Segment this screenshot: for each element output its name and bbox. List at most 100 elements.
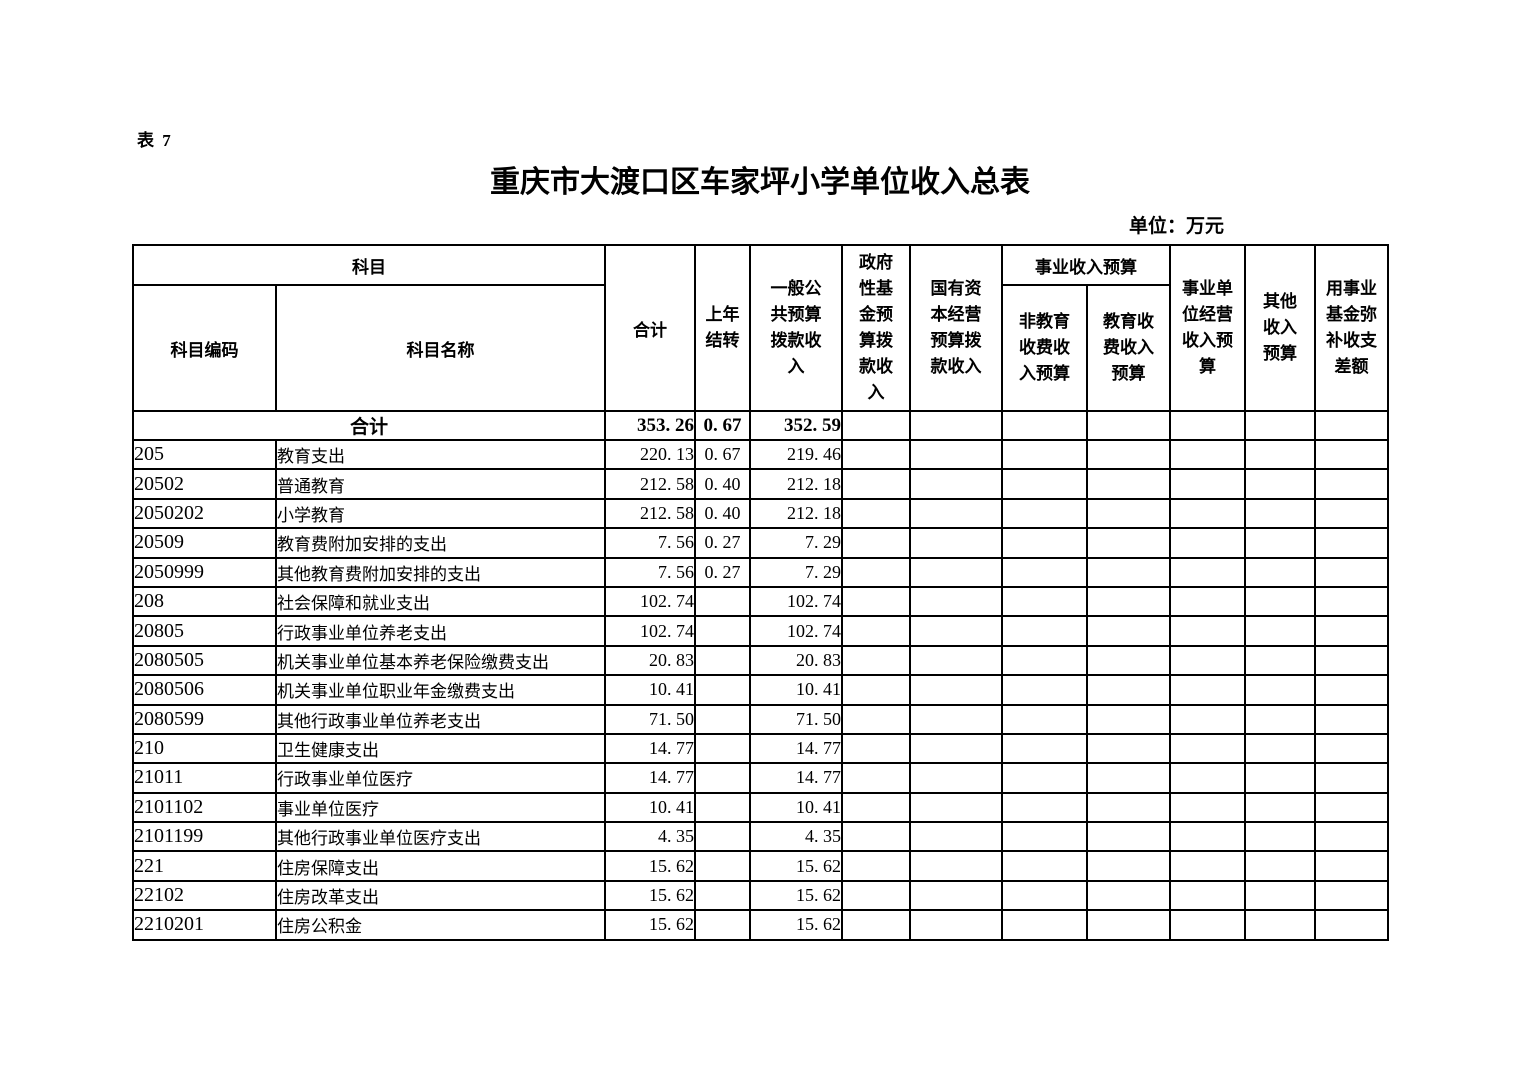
empty-cell [1086, 879, 1171, 912]
empty-cell [1169, 791, 1246, 824]
empty-cell [841, 674, 911, 706]
empty-cell [841, 703, 911, 735]
empty-cell [1001, 732, 1088, 765]
carryover-cell [694, 644, 751, 677]
empty-cell [1001, 497, 1088, 530]
subject-name-cell: 住房改革支出 [275, 879, 606, 912]
col-header-business-operating-income: 事业单位经营收入预算 [1169, 244, 1246, 412]
empty-cell [1086, 909, 1171, 941]
table-row: 2101199 其他行政事业单位医疗支出 4. 35 4. 35 [132, 821, 1389, 853]
general-budget-cell: 102. 74 [749, 585, 843, 618]
summary-row: 合计 353. 26 0. 67 352. 59 [132, 410, 1389, 441]
carryover-cell: 0. 40 [694, 497, 751, 530]
empty-cell [1086, 438, 1171, 471]
carryover-cell: 0. 67 [694, 438, 751, 471]
empty-cell [841, 732, 911, 765]
general-budget-cell: 20. 83 [749, 644, 843, 677]
empty-cell [909, 791, 1003, 824]
empty-cell [1244, 762, 1316, 794]
empty-cell [909, 438, 1003, 471]
table-row: 20509 教育费附加安排的支出 7. 56 0. 27 7. 29 [132, 527, 1389, 559]
subject-name-cell: 事业单位医疗 [275, 791, 606, 824]
empty-cell [909, 821, 1003, 853]
empty-cell [1169, 703, 1246, 735]
empty-cell [1086, 703, 1171, 735]
empty-cell [1001, 703, 1088, 735]
carryover-cell: 0. 27 [694, 527, 751, 559]
empty-cell [1001, 438, 1088, 471]
empty-cell [909, 850, 1003, 882]
general-budget-cell: 15. 62 [749, 879, 843, 912]
table-row: 20805 行政事业单位养老支出 102. 74 102. 74 [132, 615, 1389, 647]
subject-code-cell: 210 [132, 732, 277, 765]
summary-general-budget-cell: 352. 59 [749, 410, 843, 441]
empty-cell [909, 527, 1003, 559]
empty-cell [1169, 732, 1246, 765]
empty-cell [1001, 791, 1088, 824]
col-header-subject-name: 科目名称 [275, 284, 606, 412]
empty-cell [1244, 732, 1316, 765]
empty-cell [1169, 527, 1246, 559]
subject-code-cell: 2101102 [132, 791, 277, 824]
empty-cell [1086, 821, 1171, 853]
empty-cell [909, 615, 1003, 647]
empty-cell [1086, 850, 1171, 882]
empty-cell [1244, 556, 1316, 588]
table-row: 2210201 住房公积金 15. 62 15. 62 [132, 909, 1389, 941]
general-budget-cell: 219. 46 [749, 438, 843, 471]
empty-cell [1086, 468, 1171, 500]
empty-cell [841, 438, 911, 471]
general-budget-cell: 10. 41 [749, 674, 843, 706]
subject-name-cell: 行政事业单位医疗 [275, 762, 606, 794]
subject-code-cell: 208 [132, 585, 277, 618]
subject-code-cell: 20502 [132, 468, 277, 500]
empty-cell [1001, 674, 1088, 706]
subject-code-cell: 2080506 [132, 674, 277, 706]
table-row: 210 卫生健康支出 14. 77 14. 77 [132, 732, 1389, 765]
empty-cell [841, 791, 911, 824]
carryover-cell [694, 791, 751, 824]
empty-cell [909, 674, 1003, 706]
empty-cell [841, 410, 911, 441]
empty-cell [1001, 468, 1088, 500]
empty-cell [1169, 438, 1246, 471]
empty-cell [841, 762, 911, 794]
summary-carryover-cell: 0. 67 [694, 410, 751, 441]
empty-cell [1244, 585, 1316, 618]
empty-cell [841, 556, 911, 588]
empty-cell [1086, 674, 1171, 706]
table-row: 2050999 其他教育费附加安排的支出 7. 56 0. 27 7. 29 [132, 556, 1389, 588]
total-cell: 220. 13 [604, 438, 696, 471]
empty-cell [1169, 850, 1246, 882]
general-budget-cell: 71. 50 [749, 703, 843, 735]
total-cell: 212. 58 [604, 468, 696, 500]
table-row: 21011 行政事业单位医疗 14. 77 14. 77 [132, 762, 1389, 794]
subject-name-cell: 卫生健康支出 [275, 732, 606, 765]
empty-cell [1086, 615, 1171, 647]
col-header-gov-fund-budget: 政府性基金预算拨款收入 [841, 244, 911, 412]
subject-code-cell: 20805 [132, 615, 277, 647]
table-row: 221 住房保障支出 15. 62 15. 62 [132, 850, 1389, 882]
subject-code-cell: 2210201 [132, 909, 277, 941]
table-body: 合计 353. 26 0. 67 352. 59 205 教育支出 220. 13 0… [132, 410, 1389, 941]
col-header-subject-code: 科目编码 [132, 284, 277, 412]
total-cell: 7. 56 [604, 527, 696, 559]
summary-total-cell: 353. 26 [604, 410, 696, 441]
empty-cell [1244, 791, 1316, 824]
empty-cell [1314, 615, 1389, 647]
table-row: 22102 住房改革支出 15. 62 15. 62 [132, 879, 1389, 912]
unit-label: 单位：万元 [1128, 216, 1224, 237]
carryover-cell [694, 703, 751, 735]
col-header-edu-fee-income: 教育收费收入预算 [1086, 284, 1171, 412]
empty-cell [909, 762, 1003, 794]
empty-cell [1169, 762, 1246, 794]
subject-code-cell: 22102 [132, 879, 277, 912]
empty-cell [841, 850, 911, 882]
total-cell: 15. 62 [604, 879, 696, 912]
empty-cell [1244, 703, 1316, 735]
header-row-1: 科目 合计 上年结转 一般公共预算拨款收入 政府性基金预算拨款收入 国有资本经营… [132, 244, 1389, 412]
table-number-label: 表 7 [137, 131, 173, 150]
carryover-cell [694, 585, 751, 618]
general-budget-cell: 7. 29 [749, 527, 843, 559]
general-budget-cell: 212. 18 [749, 468, 843, 500]
